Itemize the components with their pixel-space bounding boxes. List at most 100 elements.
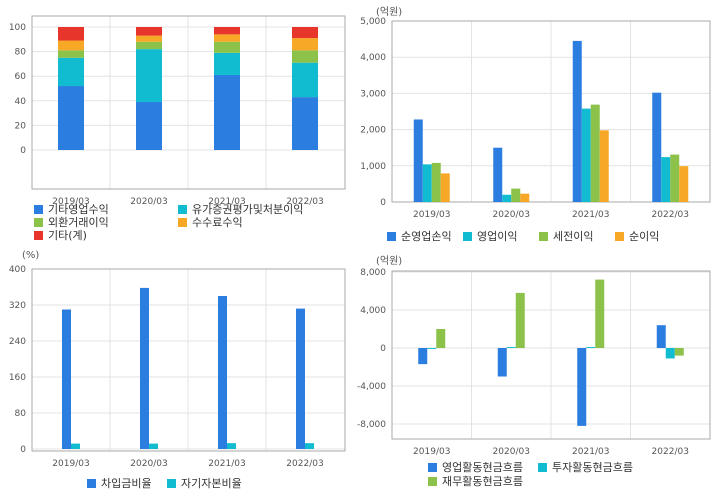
y-tick-label: -8,000 [357,420,386,430]
bar [441,173,450,202]
ratio-chart: (%) 0 80 160 240 320 400 2019/03 2020/03 2021/03… [0,248,360,496]
ratio-plot: 0801602403204002019/03 2020/03 2021/03 2022… [0,248,360,470]
cashflow-plot: -8,000-4,00004,0008,0002019/03 2020/03 202… [360,248,720,458]
x-tick-label: 2020/03 [130,197,167,207]
y-tick-label: 0 [20,146,26,156]
x-tick-label: 2021/03 [572,210,609,220]
bar [71,444,80,449]
bar-segment [58,50,84,57]
bar [595,280,604,348]
y-tick-label: 160 [9,373,26,383]
legend-swatch [615,232,624,241]
profit-chart: (억원) 0 1,000 2,000 3,000 4,000 5,000 2019/03 20… [360,0,720,248]
legend-item: 순이익 [615,229,659,243]
bar [427,348,436,349]
bar-segment [58,27,84,41]
x-tick-label: 2019/03 [52,459,89,469]
bar-segment [214,53,240,75]
y-tick-label: 0 [20,445,26,455]
legend-swatch [87,479,96,488]
bar [507,347,516,348]
bar [218,296,227,449]
bar [305,443,314,449]
x-tick-label: 2019/03 [413,447,450,457]
bar [657,325,666,348]
revenue-composition-chart: 0 20 40 60 80 100 2019/03 2020/03 2021/03 2022/03… [0,0,360,248]
bar-segment [292,27,318,38]
bar-segment [292,63,318,97]
legend-label: 재무활동현금흐름 [442,473,523,489]
bar [670,155,679,202]
legend-swatch [34,218,43,227]
bar [502,195,511,202]
bar [493,148,502,202]
bar-segment [136,27,162,36]
ratio-unit-label: (%) [22,250,39,261]
y-tick-label: 240 [9,337,26,347]
bar-segment [58,86,84,150]
bar [414,119,423,202]
legend-swatch [539,232,548,241]
bar [149,444,158,449]
bar [62,310,71,450]
legend-item: 재무활동현금흐름 [428,474,523,488]
bar [577,348,586,426]
bar [582,109,591,202]
legend-item: 영업활동현금흐름 [428,460,523,474]
y-tick-label: -4,000 [357,382,386,392]
x-tick-label: 2020/03 [493,447,530,457]
x-tick-label: 2022/03 [652,210,689,220]
bar [296,309,305,449]
bar-segment [58,58,84,86]
y-tick-label: 2,000 [360,126,386,136]
cashflow-unit-label: (억원) [376,252,402,267]
bar [432,163,441,202]
legend-item: 투자활동현금흐름 [538,460,633,474]
y-tick-label: 3,000 [360,89,386,99]
legend-swatch [178,218,187,227]
bar-segment [136,42,162,49]
bar [418,348,427,364]
y-tick-label: 60 [15,72,27,82]
legend-label: 기타(계) [48,227,87,243]
legend-item: 자기자본비율 [167,476,242,490]
x-tick-label: 2019/03 [413,210,450,220]
bar [573,41,582,202]
legend-swatch [538,463,547,472]
bar-segment [136,36,162,42]
legend-swatch [428,463,437,472]
x-tick-label: 2022/03 [286,459,323,469]
bar-segment [214,34,240,41]
cashflow-chart: (억원) -8,000 -4,000 0 4,000 8,000 2019/03 2020/… [360,248,720,496]
y-tick-label: 4,000 [360,306,386,316]
y-tick-label: 320 [9,301,26,311]
bar [586,347,595,348]
bar-segment [292,97,318,150]
x-tick-label: 2021/03 [572,447,609,457]
bar [140,288,149,449]
bar [675,348,684,356]
legend-label: 투자활동현금흐름 [552,459,633,475]
bar [652,93,661,202]
legend-item: 차입금비율 [87,476,152,490]
legend-label: 순이익 [629,228,659,244]
y-tick-label: 5,000 [360,17,386,27]
bar [520,194,529,202]
bar-segment [214,75,240,150]
profit-plot: 01,0002,0003,0004,0005,0002019/03 2020/03… [360,0,720,225]
y-tick-label: 40 [15,97,27,107]
bar-segment [58,41,84,51]
bar-segment [292,50,318,62]
legend-swatch [178,205,187,214]
legend-swatch [428,477,437,486]
legend-label: 순영업손익 [401,228,452,244]
bar [436,329,445,348]
bar [679,166,688,202]
legend-label: 자기자본비율 [181,475,242,491]
bar-segment [292,38,318,50]
x-tick-label: 2020/03 [493,210,530,220]
x-tick-label: 2021/03 [208,459,245,469]
bar [600,130,609,202]
y-tick-label: 4,000 [360,53,386,63]
x-tick-label: 2020/03 [130,459,167,469]
